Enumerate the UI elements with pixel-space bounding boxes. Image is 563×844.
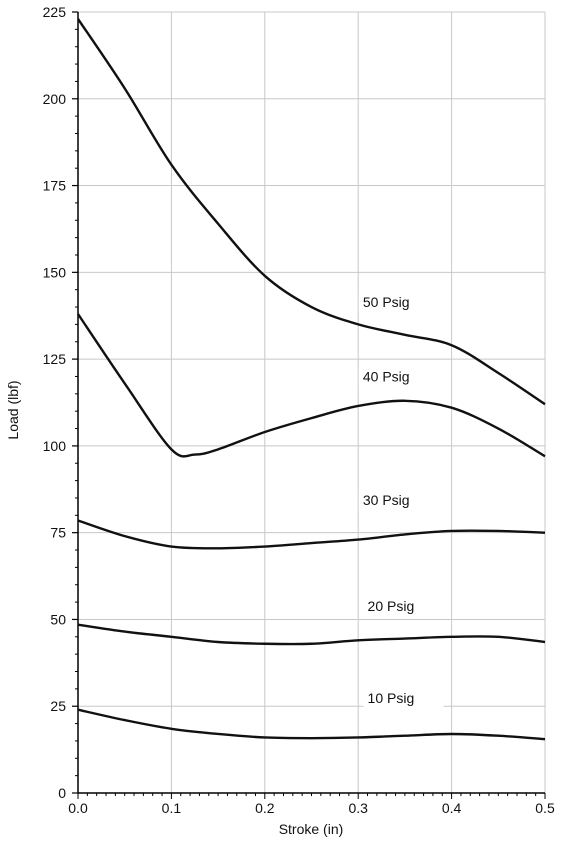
x-axis-title: Stroke (in) [279,821,344,837]
x-tick-label: 0.0 [68,800,88,816]
series-label: 50 Psig [363,294,410,310]
x-tick-label: 0.1 [162,800,182,816]
tick-labels: 0.0 0.1 0.2 0.3 0.4 0.5 0 25 50 75 100 125 150 175 200… [43,4,555,816]
series-label-background [363,687,444,709]
y-tick-label: 100 [43,438,67,454]
series-labels: 50 Psig 40 Psig 30 Psig 20 Psig 10 Psig [358,292,444,709]
x-tick-label: 0.4 [442,800,462,816]
series-label: 10 Psig [368,690,415,706]
grid [78,11,546,793]
series-label: 20 Psig [368,598,415,614]
series-line [77,313,546,458]
y-tick-label: 200 [43,91,67,107]
series-line [77,18,546,406]
y-tick-label: 75 [50,525,66,541]
series-label: 30 Psig [363,492,410,508]
series-line [77,708,546,741]
series-label-background [358,366,439,388]
y-tick-label: 175 [43,178,67,194]
y-tick-label: 125 [43,351,67,367]
y-tick-label: 25 [50,698,66,714]
y-axis-title: Load (lbf) [5,380,21,439]
series-label-background [358,489,439,511]
series-line [77,623,546,646]
y-tick-label: 150 [43,264,67,280]
x-tick-label: 0.3 [348,800,368,816]
series-label: 40 Psig [363,369,410,385]
y-tick-label: 50 [50,611,66,627]
series-line [77,519,546,550]
x-tick-label: 0.5 [535,800,555,816]
axes [72,11,546,799]
y-tick-label: 0 [58,785,66,801]
series-lines [77,18,546,741]
series-label-background [363,595,444,617]
x-tick-label: 0.2 [255,800,275,816]
series-label-background [358,292,439,314]
y-tick-label: 225 [43,4,67,20]
